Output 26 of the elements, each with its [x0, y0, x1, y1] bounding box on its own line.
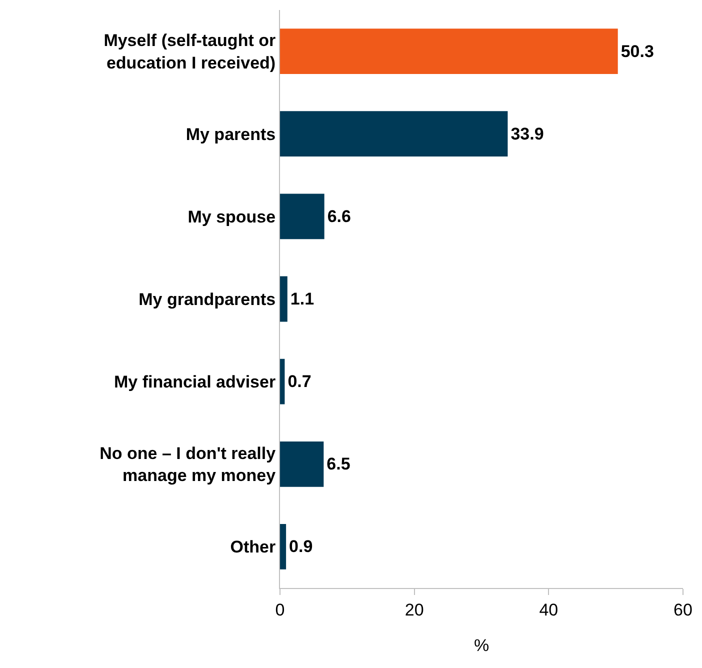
- y-tick-label: Other: [230, 538, 276, 557]
- data-label: 1.1: [290, 290, 314, 308]
- x-tick-label: 40: [539, 600, 558, 620]
- bar: [280, 276, 288, 322]
- data-label: 0.9: [289, 537, 313, 556]
- data-label: 6.5: [326, 454, 350, 474]
- data-label: 0.7: [288, 372, 312, 392]
- x-axis-title: %: [474, 636, 490, 655]
- bar: [280, 111, 508, 157]
- y-tick-label: No one – I don't really manage my money: [100, 444, 276, 486]
- bar: [280, 28, 618, 74]
- bar: [280, 358, 285, 404]
- bar: [280, 524, 286, 570]
- y-tick-label: My spouse: [188, 207, 276, 226]
- y-tick-label: My financial adviser: [114, 372, 276, 392]
- data-label: 6.6: [327, 206, 351, 226]
- x-tick-label: 60: [674, 600, 692, 620]
- y-tick-label: My parents: [186, 124, 276, 144]
- y-tick-label: Myself (self-taught or education I received): [104, 31, 276, 72]
- x-tick-label: 0: [275, 600, 285, 620]
- data-label: 33.9: [510, 124, 544, 144]
- bar: [280, 441, 324, 487]
- data-label: 50.3: [620, 42, 654, 61]
- x-tick-label: 20: [404, 600, 424, 620]
- y-tick-label: My grandparents: [138, 290, 276, 309]
- bar: [280, 194, 324, 240]
